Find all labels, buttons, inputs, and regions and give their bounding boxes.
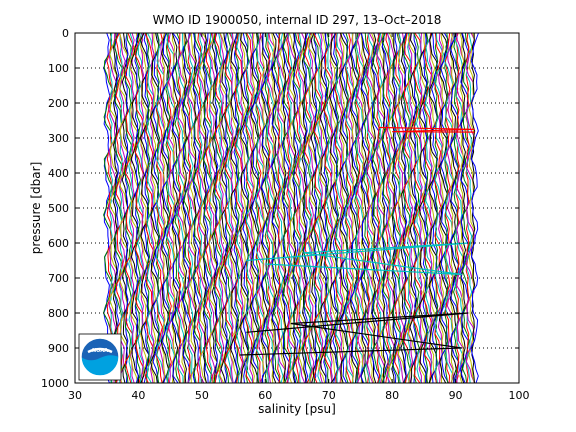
profile-line xyxy=(418,33,423,383)
profile-line xyxy=(152,33,161,383)
x-tick-label: 60 xyxy=(258,389,272,402)
profile-line xyxy=(341,33,350,383)
profile-line xyxy=(412,33,423,383)
x-tick-label: 50 xyxy=(195,389,209,402)
y-tick-label: 800 xyxy=(48,307,69,320)
profile-line xyxy=(349,33,359,383)
profile-line xyxy=(431,33,439,383)
highlight-line xyxy=(379,126,475,133)
profile-line xyxy=(434,33,439,383)
profile-line xyxy=(459,33,465,383)
profile-line xyxy=(155,33,160,383)
profile-line xyxy=(279,33,286,383)
logo-text: NOAA xyxy=(92,348,108,354)
profile-line xyxy=(239,33,247,383)
x-tick-label: 100 xyxy=(509,389,530,402)
profile-line xyxy=(312,33,321,383)
profile-line xyxy=(354,33,360,383)
profile-line xyxy=(397,33,402,383)
y-tick-label: 200 xyxy=(48,97,69,110)
profile-line xyxy=(454,33,464,383)
profile-line xyxy=(276,33,281,383)
profile-line xyxy=(171,33,182,383)
profile-line xyxy=(227,33,234,383)
profile-line xyxy=(203,33,210,383)
profile-line xyxy=(470,33,476,383)
profile-line xyxy=(360,33,365,383)
profile-line xyxy=(438,33,449,383)
profile-line xyxy=(218,33,223,383)
plot-area: 30 40 50 60 70 80 90 100 0 100 200 300 400 500 600 700… xyxy=(41,27,530,402)
profile-line xyxy=(468,33,476,383)
profile-line xyxy=(139,33,151,383)
profile-line xyxy=(270,33,281,383)
profile-line xyxy=(189,33,197,383)
profile-line xyxy=(161,33,172,383)
profile-line xyxy=(255,33,262,383)
y-tick-label: 400 xyxy=(48,167,69,180)
x-tick-label: 90 xyxy=(449,389,463,402)
y-tick-label: 100 xyxy=(48,62,69,75)
x-axis-label: salinity [psu] xyxy=(258,402,336,416)
profile-line xyxy=(271,33,278,383)
y-tick-label: 900 xyxy=(48,342,69,355)
profile-line xyxy=(234,33,241,383)
profile-line xyxy=(423,33,429,383)
profile-line xyxy=(197,33,207,383)
profile-line xyxy=(303,33,309,383)
x-tick-label: 70 xyxy=(322,389,336,402)
profile-line xyxy=(255,33,260,383)
y-tick-label: 1000 xyxy=(41,377,69,390)
profile-line xyxy=(187,33,194,383)
profile-line xyxy=(402,33,413,383)
x-tick-label: 30 xyxy=(68,389,82,402)
profile-line xyxy=(310,33,318,383)
profile-line xyxy=(214,33,224,383)
profile-line xyxy=(316,33,323,383)
profile-line xyxy=(155,33,163,383)
profile-line xyxy=(202,33,207,383)
x-axis-ticks: 30 40 50 60 70 80 90 100 xyxy=(68,33,530,402)
highlight-line xyxy=(239,312,469,356)
x-tick-label: 80 xyxy=(385,389,399,402)
profile-line xyxy=(319,33,329,383)
profile-line xyxy=(386,33,396,383)
y-axis-ticks: 0 100 200 300 400 500 600 700 800 900 1000 xyxy=(41,27,519,390)
y-axis-label: pressure [dbar] xyxy=(29,162,43,255)
logo-ring xyxy=(80,337,120,377)
x-tick-label: 40 xyxy=(131,389,145,402)
profile-line xyxy=(422,33,428,383)
profile-line xyxy=(108,33,114,383)
y-tick-label: 0 xyxy=(62,27,69,40)
highlight-profiles xyxy=(239,126,475,356)
profile-line xyxy=(412,33,420,383)
profile-line xyxy=(286,33,297,383)
profile-line xyxy=(114,33,120,383)
chart-title: WMO ID 1900050, internal ID 297, 13–Oct–… xyxy=(153,13,442,27)
profile-line xyxy=(128,33,134,383)
y-tick-label: 300 xyxy=(48,132,69,145)
y-tick-label: 500 xyxy=(48,202,69,215)
profile-line xyxy=(385,33,391,383)
y-tick-label: 700 xyxy=(48,272,69,285)
profile-line xyxy=(460,33,467,383)
profile-line xyxy=(242,33,250,383)
profile-line xyxy=(444,33,451,383)
highlight-line xyxy=(246,242,469,276)
profile-line xyxy=(208,33,213,383)
profile-line xyxy=(449,33,454,383)
profile-line xyxy=(434,33,445,383)
y-tick-label: 600 xyxy=(48,237,69,250)
logo-bird xyxy=(87,347,113,354)
profile-line xyxy=(186,33,198,383)
profile-line xyxy=(180,33,187,383)
profile-line xyxy=(270,33,276,383)
profile-line xyxy=(428,33,436,383)
profile-line xyxy=(439,33,445,383)
noaa-logo: NOAA xyxy=(78,333,122,381)
profile-line xyxy=(307,33,313,383)
profile-line xyxy=(470,33,479,383)
profile-line xyxy=(412,33,418,383)
